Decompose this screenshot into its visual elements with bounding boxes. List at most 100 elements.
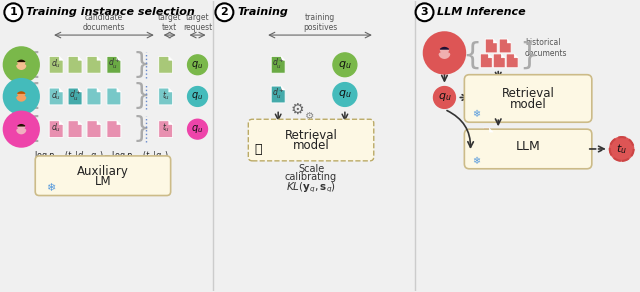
Polygon shape — [117, 88, 121, 92]
Polygon shape — [97, 121, 101, 125]
Wedge shape — [440, 45, 449, 49]
Polygon shape — [49, 121, 63, 138]
Circle shape — [18, 90, 25, 97]
Polygon shape — [107, 88, 121, 105]
Text: $q_u$: $q_u$ — [191, 123, 204, 135]
Polygon shape — [78, 121, 82, 125]
Text: $t_u$: $t_u$ — [161, 89, 170, 102]
Circle shape — [333, 53, 357, 77]
Text: ⚙: ⚙ — [305, 111, 315, 121]
FancyBboxPatch shape — [35, 156, 171, 196]
Circle shape — [188, 86, 207, 106]
Text: ❄: ❄ — [472, 156, 481, 166]
Polygon shape — [493, 54, 505, 68]
Circle shape — [216, 4, 234, 21]
Text: {: { — [23, 82, 41, 110]
Polygon shape — [107, 56, 121, 73]
Polygon shape — [169, 88, 173, 92]
Polygon shape — [507, 39, 511, 43]
Text: $q_u$: $q_u$ — [191, 59, 204, 71]
Wedge shape — [17, 89, 25, 93]
Polygon shape — [499, 39, 511, 53]
Polygon shape — [59, 56, 63, 60]
Polygon shape — [78, 56, 82, 60]
Text: $q_u$: $q_u$ — [191, 91, 204, 102]
Text: Training: Training — [237, 7, 288, 17]
Text: {: { — [23, 51, 41, 79]
Ellipse shape — [16, 128, 26, 135]
Text: target
request: target request — [183, 13, 212, 32]
Text: ❄: ❄ — [472, 109, 481, 119]
Polygon shape — [271, 86, 285, 103]
Circle shape — [18, 122, 25, 129]
Circle shape — [333, 83, 357, 106]
Polygon shape — [159, 56, 173, 73]
Ellipse shape — [16, 96, 26, 102]
FancyBboxPatch shape — [465, 75, 592, 122]
Polygon shape — [49, 88, 63, 105]
Text: calibrating: calibrating — [285, 172, 337, 182]
Polygon shape — [59, 121, 63, 125]
Text: }: } — [519, 40, 538, 69]
Circle shape — [188, 55, 207, 75]
Polygon shape — [485, 39, 497, 53]
Polygon shape — [489, 128, 493, 132]
Text: 2: 2 — [221, 7, 228, 17]
Text: $d_u^+$: $d_u^+$ — [272, 86, 284, 101]
Polygon shape — [117, 121, 121, 125]
Circle shape — [18, 58, 25, 65]
Polygon shape — [68, 121, 82, 138]
Text: $d_u$: $d_u$ — [51, 58, 61, 70]
Polygon shape — [117, 56, 121, 60]
Text: $d_u^+$: $d_u^+$ — [68, 88, 81, 102]
Text: }: } — [133, 51, 150, 79]
Circle shape — [433, 86, 456, 108]
Text: ❄: ❄ — [47, 182, 56, 193]
Text: $t_u$: $t_u$ — [616, 142, 627, 156]
Text: {: { — [23, 115, 41, 143]
Circle shape — [188, 119, 207, 139]
Text: $\log\,p_{\rm aux}(t_u|d_u,q_u)-\log\,p_{\rm aux}(t_u|q_u)$: $\log\,p_{\rm aux}(t_u|d_u,q_u)-\log\,p_… — [34, 150, 168, 162]
Polygon shape — [49, 56, 63, 73]
Text: 🔥: 🔥 — [255, 143, 262, 156]
Polygon shape — [87, 121, 101, 138]
Text: }: } — [133, 115, 150, 143]
Text: training
positives: training positives — [303, 13, 337, 32]
Text: LLM Inference: LLM Inference — [438, 7, 526, 17]
Polygon shape — [97, 56, 101, 60]
Text: candidate
documents: candidate documents — [83, 13, 125, 32]
Polygon shape — [159, 121, 173, 138]
Text: $d_u^+$: $d_u^+$ — [272, 57, 284, 71]
Polygon shape — [281, 86, 285, 90]
Circle shape — [10, 85, 33, 108]
Text: Scale: Scale — [298, 164, 324, 174]
Polygon shape — [271, 56, 285, 73]
Text: $d_u$: $d_u$ — [51, 122, 61, 134]
Text: LM: LM — [95, 175, 111, 188]
Polygon shape — [281, 56, 285, 60]
Polygon shape — [480, 54, 492, 68]
Text: target
text: target text — [158, 13, 182, 32]
Polygon shape — [514, 54, 518, 58]
Text: LLM: LLM — [516, 140, 540, 154]
Polygon shape — [501, 54, 505, 58]
FancyBboxPatch shape — [465, 129, 592, 169]
Text: $f(q,d)\propto quality(t_u)$: $f(q,d)\propto quality(t_u)$ — [495, 130, 564, 141]
Polygon shape — [107, 121, 121, 138]
Circle shape — [4, 4, 22, 21]
Polygon shape — [483, 128, 493, 140]
Polygon shape — [68, 56, 82, 73]
Polygon shape — [169, 121, 173, 125]
Text: Training instance selection: Training instance selection — [26, 7, 195, 17]
Circle shape — [431, 39, 458, 67]
Text: Auxiliary: Auxiliary — [77, 165, 129, 178]
Text: }: } — [133, 82, 150, 110]
Text: model: model — [509, 98, 547, 111]
Text: 1: 1 — [10, 7, 17, 17]
Polygon shape — [506, 54, 518, 68]
Polygon shape — [59, 88, 63, 92]
Polygon shape — [68, 88, 82, 105]
Polygon shape — [159, 88, 173, 105]
Circle shape — [610, 137, 634, 161]
Polygon shape — [488, 54, 492, 58]
